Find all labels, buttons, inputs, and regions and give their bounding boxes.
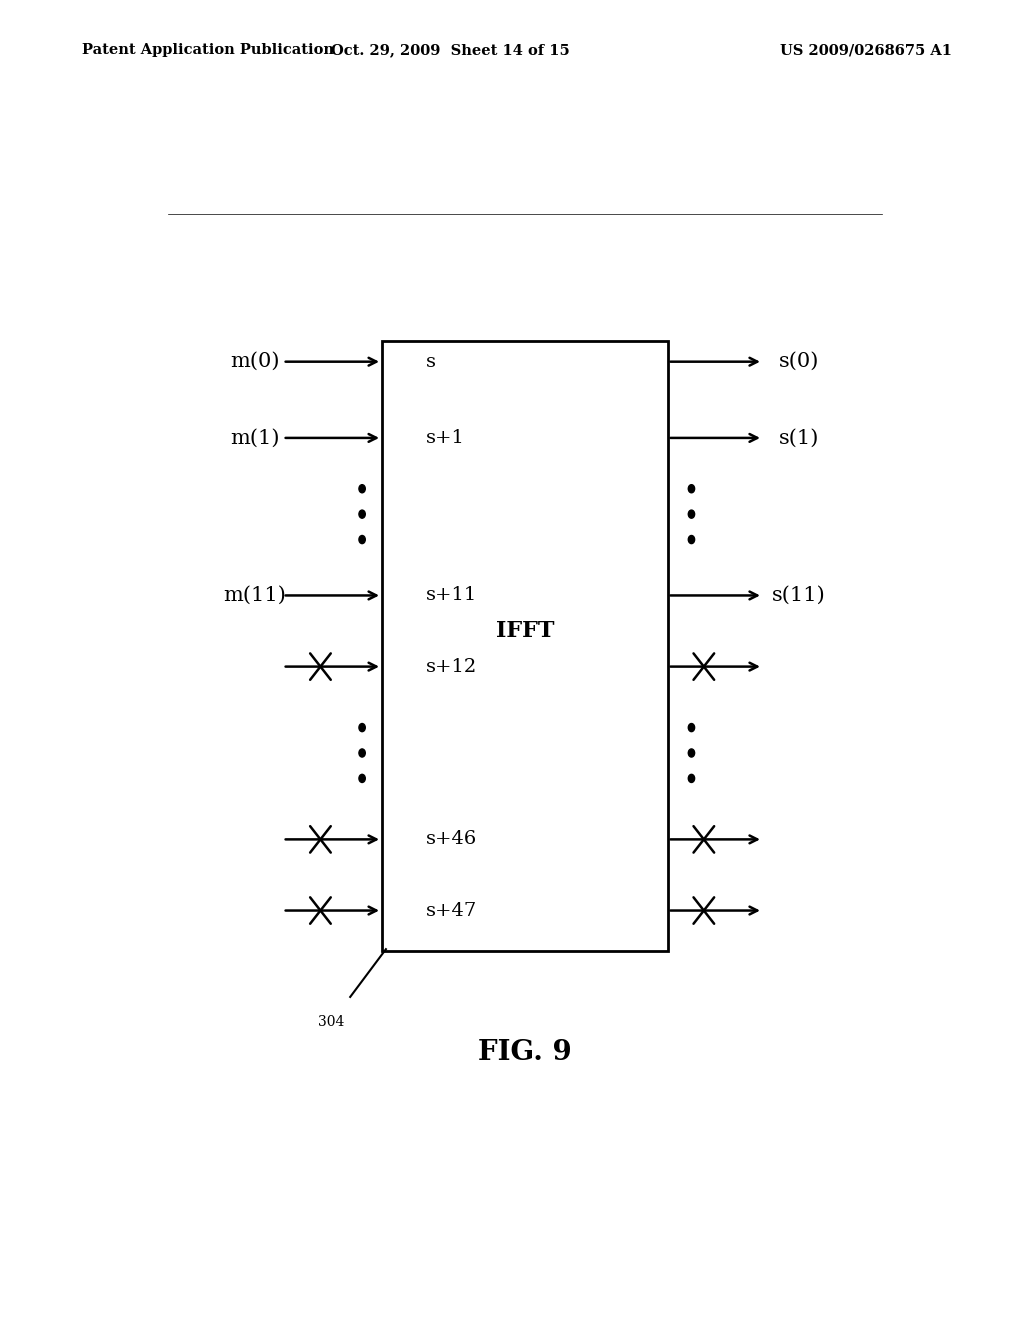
Circle shape — [359, 775, 366, 783]
Circle shape — [688, 748, 694, 758]
Circle shape — [688, 723, 694, 731]
Text: m(11): m(11) — [223, 586, 287, 605]
Circle shape — [359, 723, 366, 731]
Text: s+1: s+1 — [426, 429, 465, 447]
Text: US 2009/0268675 A1: US 2009/0268675 A1 — [780, 44, 952, 57]
Text: s+47: s+47 — [426, 902, 477, 920]
Text: m(1): m(1) — [230, 429, 280, 447]
Circle shape — [359, 748, 366, 758]
Text: FIG. 9: FIG. 9 — [478, 1039, 571, 1067]
Text: s+46: s+46 — [426, 830, 477, 849]
Text: m(0): m(0) — [230, 352, 280, 371]
Circle shape — [359, 510, 366, 519]
Text: Oct. 29, 2009  Sheet 14 of 15: Oct. 29, 2009 Sheet 14 of 15 — [331, 44, 570, 57]
Bar — [382, 342, 668, 952]
Circle shape — [688, 484, 694, 492]
Text: s(1): s(1) — [778, 429, 819, 447]
Circle shape — [688, 775, 694, 783]
Circle shape — [359, 484, 366, 492]
Circle shape — [359, 536, 366, 544]
Text: s(11): s(11) — [772, 586, 825, 605]
Text: Patent Application Publication: Patent Application Publication — [82, 44, 334, 57]
Text: s(0): s(0) — [778, 352, 819, 371]
Circle shape — [688, 536, 694, 544]
Text: s+12: s+12 — [426, 657, 477, 676]
Text: s: s — [426, 352, 435, 371]
Text: IFFT: IFFT — [496, 620, 554, 642]
Text: 304: 304 — [318, 1015, 345, 1030]
Circle shape — [688, 510, 694, 519]
Text: s+11: s+11 — [426, 586, 477, 605]
